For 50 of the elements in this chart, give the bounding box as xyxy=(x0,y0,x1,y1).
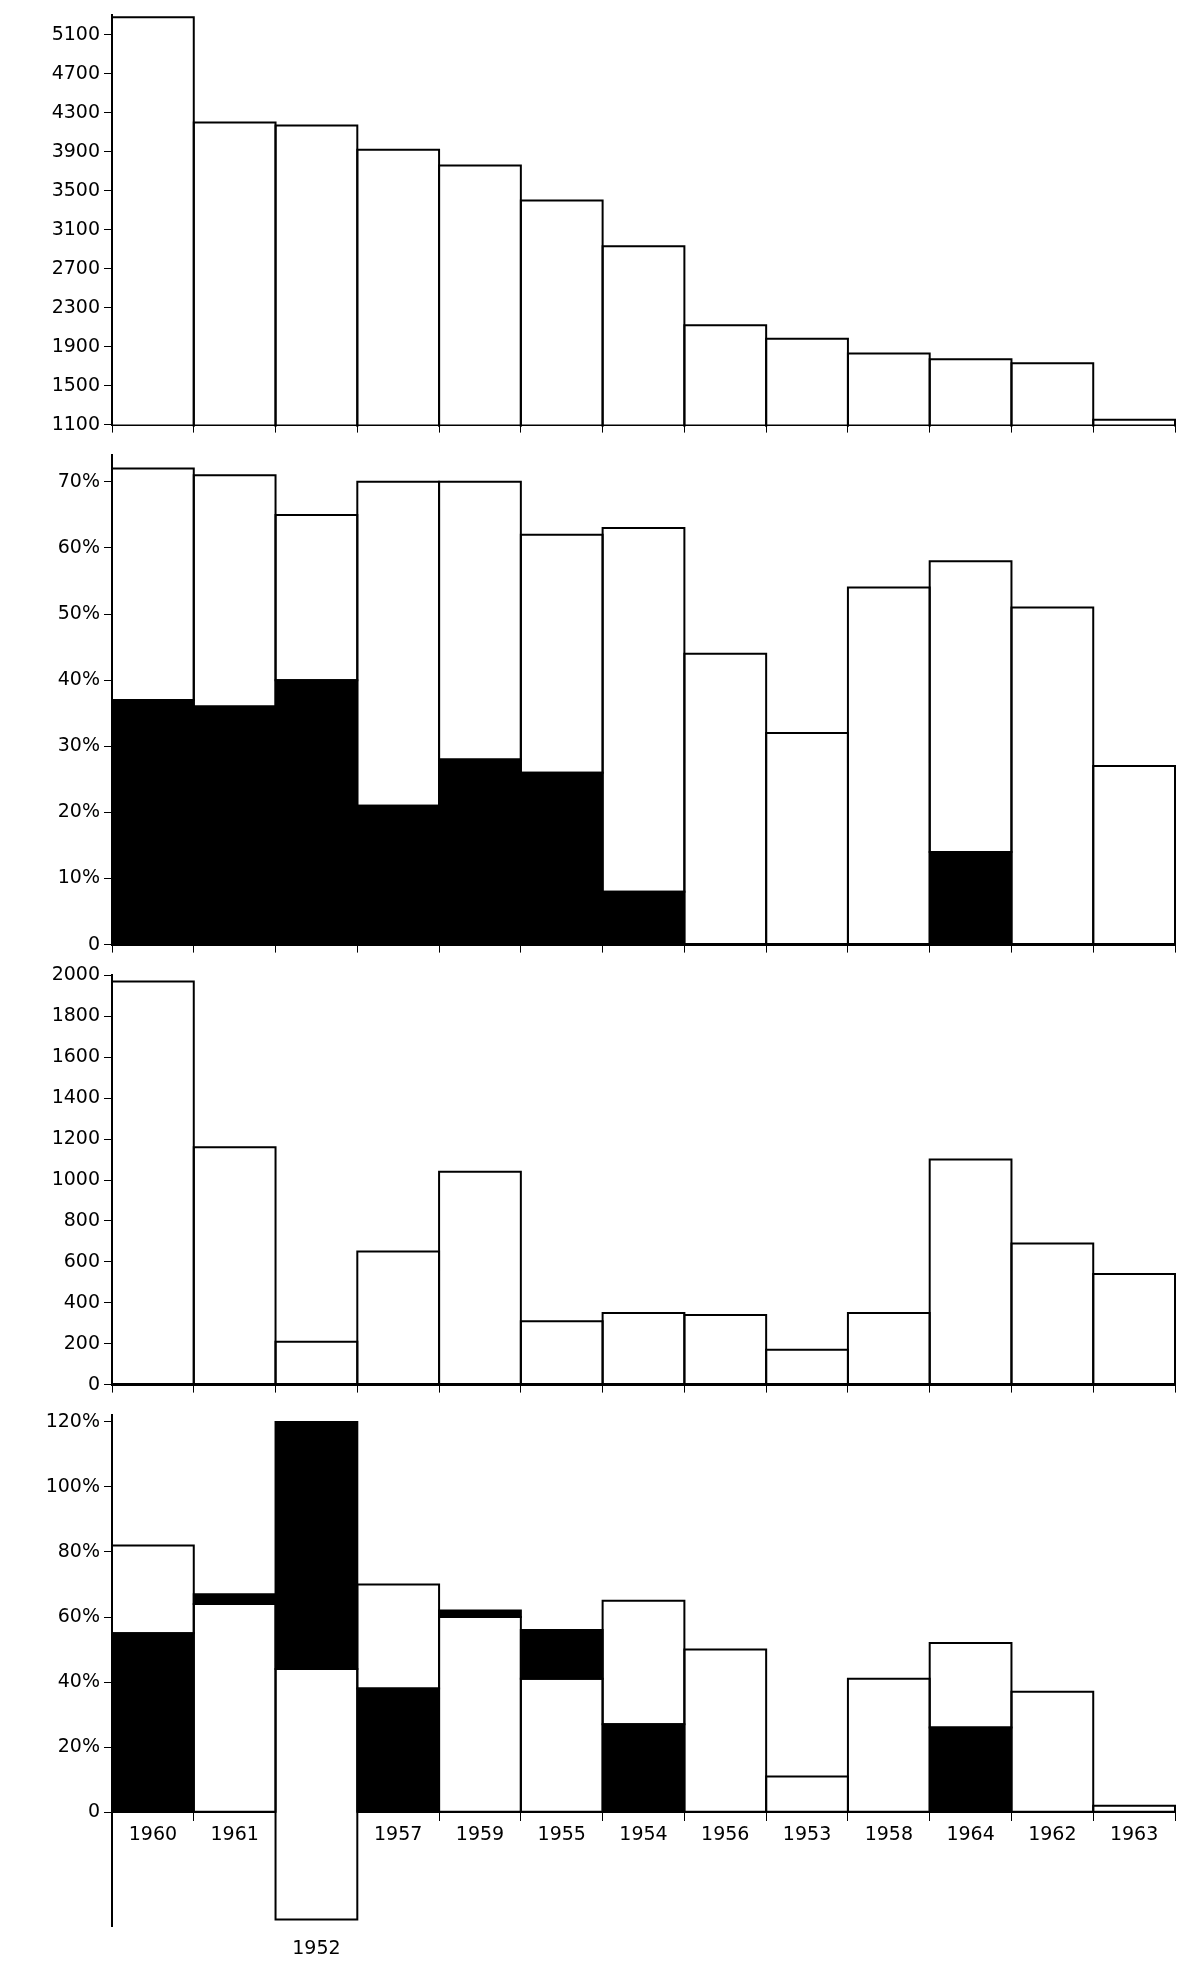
y-tick-label: 10% xyxy=(57,865,100,888)
y-tick-label: 50% xyxy=(57,601,100,623)
y-tick-label: 70% xyxy=(57,468,100,491)
y-tick-label: 1600 xyxy=(51,1044,100,1067)
x-tick-label: 1953 xyxy=(782,1821,832,1844)
y-tick-label: 0 xyxy=(87,931,100,954)
y-tick-label: 200 xyxy=(63,1330,100,1353)
y-tick-label: 3100 xyxy=(51,216,100,239)
y-tick-label: 20% xyxy=(57,1734,100,1757)
y-tick-label: 20% xyxy=(57,799,100,822)
y-tick-label: 120% xyxy=(45,1408,100,1431)
y-tick-label: 60% xyxy=(57,534,100,557)
x-tick-label: 1956 xyxy=(701,1821,750,1844)
y-tick-label: 2700 xyxy=(51,255,100,278)
y-tick-label: 1500 xyxy=(51,372,100,395)
y-tick-label: 100% xyxy=(45,1473,100,1496)
x-tick-label: 1960 xyxy=(128,1821,178,1844)
y-tick-label: 400 xyxy=(63,1289,100,1312)
y-tick-label: 40% xyxy=(57,1669,100,1692)
y-tick-label: 2000 xyxy=(51,962,100,985)
x-tick-label: 1961 xyxy=(210,1821,259,1844)
y-tick-label: 1200 xyxy=(51,1126,100,1149)
y-tick-label: 1000 xyxy=(51,1166,100,1189)
x-tick-label: 1955 xyxy=(537,1821,586,1844)
y-tick-label: 4300 xyxy=(51,99,100,122)
y-tick-label: 30% xyxy=(57,733,100,756)
y-tick-label: 0 xyxy=(87,1799,100,1822)
y-tick-label: 40% xyxy=(57,667,100,690)
y-tick-label: 0 xyxy=(87,1371,100,1394)
y-tick-label: 60% xyxy=(57,1603,100,1626)
y-tick-label: 1900 xyxy=(51,333,100,356)
x-tick-label: 1952 xyxy=(292,1935,341,1958)
y-tick-label: 4700 xyxy=(51,60,100,83)
x-tick-label: 1958 xyxy=(864,1821,913,1844)
y-tick-label: 1800 xyxy=(51,1003,100,1026)
y-tick-label: 80% xyxy=(57,1538,100,1561)
x-tick-label: 1963 xyxy=(1109,1821,1159,1844)
y-tick-label: 1100 xyxy=(51,411,100,434)
x-tick-label: 1959 xyxy=(455,1821,505,1844)
y-tick-label: 5100 xyxy=(51,21,100,44)
x-tick-label: 1957 xyxy=(374,1821,423,1844)
y-tick-label: 600 xyxy=(63,1248,100,1271)
x-tick-label: 1954 xyxy=(619,1821,668,1844)
y-tick-label: 800 xyxy=(63,1207,100,1230)
y-tick-label: 3900 xyxy=(51,138,100,161)
y-tick-label: 1400 xyxy=(51,1085,100,1108)
x-tick-label: 1964 xyxy=(946,1821,995,1844)
y-tick-label: 3500 xyxy=(51,177,100,200)
y-tick-label: 2300 xyxy=(51,294,100,317)
x-tick-label: 1962 xyxy=(1028,1821,1077,1844)
